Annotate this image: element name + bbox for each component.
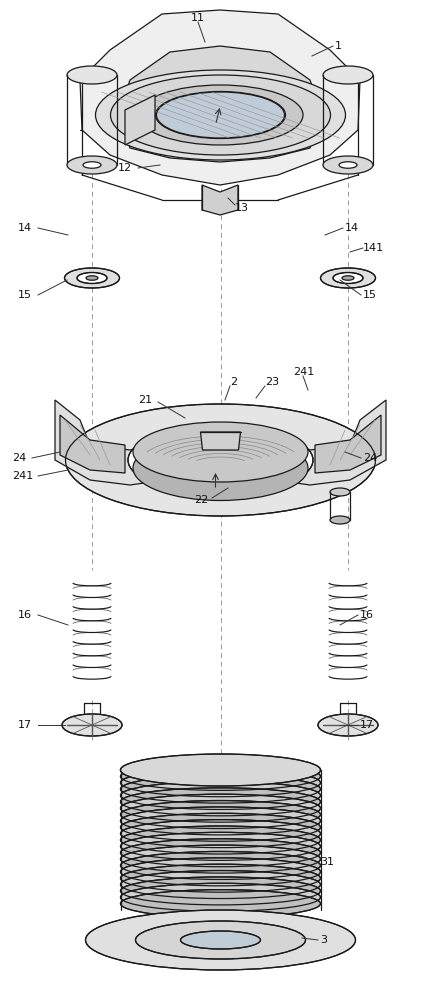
Polygon shape (125, 95, 155, 145)
Ellipse shape (333, 272, 363, 284)
Ellipse shape (64, 268, 120, 288)
Ellipse shape (120, 871, 321, 899)
Ellipse shape (180, 931, 261, 949)
Ellipse shape (120, 858, 321, 886)
Ellipse shape (120, 801, 321, 829)
Text: 15: 15 (363, 290, 377, 300)
Text: 14: 14 (345, 223, 359, 233)
Text: 11: 11 (191, 13, 205, 23)
Ellipse shape (62, 714, 122, 736)
Text: 3: 3 (320, 935, 327, 945)
Text: 14: 14 (18, 223, 32, 233)
Ellipse shape (66, 404, 375, 516)
Ellipse shape (77, 272, 107, 284)
Polygon shape (201, 432, 240, 450)
Ellipse shape (111, 75, 330, 155)
Ellipse shape (96, 70, 345, 160)
Polygon shape (60, 415, 125, 473)
Text: 1: 1 (335, 41, 342, 51)
Ellipse shape (120, 826, 321, 854)
Polygon shape (202, 185, 238, 215)
Ellipse shape (157, 92, 284, 138)
Ellipse shape (120, 794, 321, 822)
Ellipse shape (318, 714, 378, 736)
Ellipse shape (120, 839, 321, 867)
Ellipse shape (135, 921, 306, 959)
Ellipse shape (86, 276, 98, 280)
Ellipse shape (321, 268, 375, 288)
Text: 141: 141 (363, 243, 384, 253)
Ellipse shape (120, 877, 321, 905)
Ellipse shape (133, 422, 308, 482)
Ellipse shape (120, 807, 321, 835)
Text: 16: 16 (360, 610, 374, 620)
Text: 17: 17 (18, 720, 32, 730)
Ellipse shape (120, 832, 321, 860)
Text: 16: 16 (18, 610, 32, 620)
Text: 17: 17 (360, 720, 374, 730)
Polygon shape (118, 46, 322, 162)
Ellipse shape (120, 781, 321, 809)
Ellipse shape (67, 156, 117, 174)
Text: 21: 21 (138, 395, 152, 405)
Ellipse shape (342, 276, 354, 280)
Ellipse shape (120, 769, 321, 797)
Ellipse shape (120, 890, 321, 918)
Text: 13: 13 (235, 203, 249, 213)
Ellipse shape (330, 488, 350, 496)
Ellipse shape (120, 813, 321, 841)
Ellipse shape (120, 754, 321, 786)
Ellipse shape (120, 762, 321, 790)
Polygon shape (55, 400, 165, 485)
Text: 24: 24 (12, 453, 26, 463)
Ellipse shape (120, 775, 321, 803)
Ellipse shape (120, 756, 321, 784)
Ellipse shape (120, 845, 321, 873)
Text: 22: 22 (194, 495, 208, 505)
Ellipse shape (67, 66, 117, 84)
Ellipse shape (120, 820, 321, 848)
Ellipse shape (133, 436, 308, 500)
Polygon shape (275, 400, 386, 485)
Text: 23: 23 (265, 377, 279, 387)
Ellipse shape (83, 162, 101, 168)
Ellipse shape (156, 92, 285, 138)
Polygon shape (315, 415, 381, 473)
Ellipse shape (339, 162, 357, 168)
Text: 241: 241 (293, 367, 314, 377)
Ellipse shape (138, 85, 303, 145)
Ellipse shape (323, 66, 373, 84)
Text: 2: 2 (230, 377, 237, 387)
Ellipse shape (323, 156, 373, 174)
Ellipse shape (120, 851, 321, 879)
Ellipse shape (330, 516, 350, 524)
Text: 12: 12 (118, 163, 132, 173)
Text: 241: 241 (12, 471, 33, 481)
Text: 15: 15 (18, 290, 32, 300)
Text: 31: 31 (320, 857, 334, 867)
Ellipse shape (120, 788, 321, 816)
Ellipse shape (120, 883, 321, 911)
Polygon shape (80, 10, 360, 185)
Ellipse shape (128, 426, 313, 494)
Ellipse shape (86, 910, 355, 970)
Text: 24: 24 (363, 453, 377, 463)
Ellipse shape (120, 864, 321, 892)
